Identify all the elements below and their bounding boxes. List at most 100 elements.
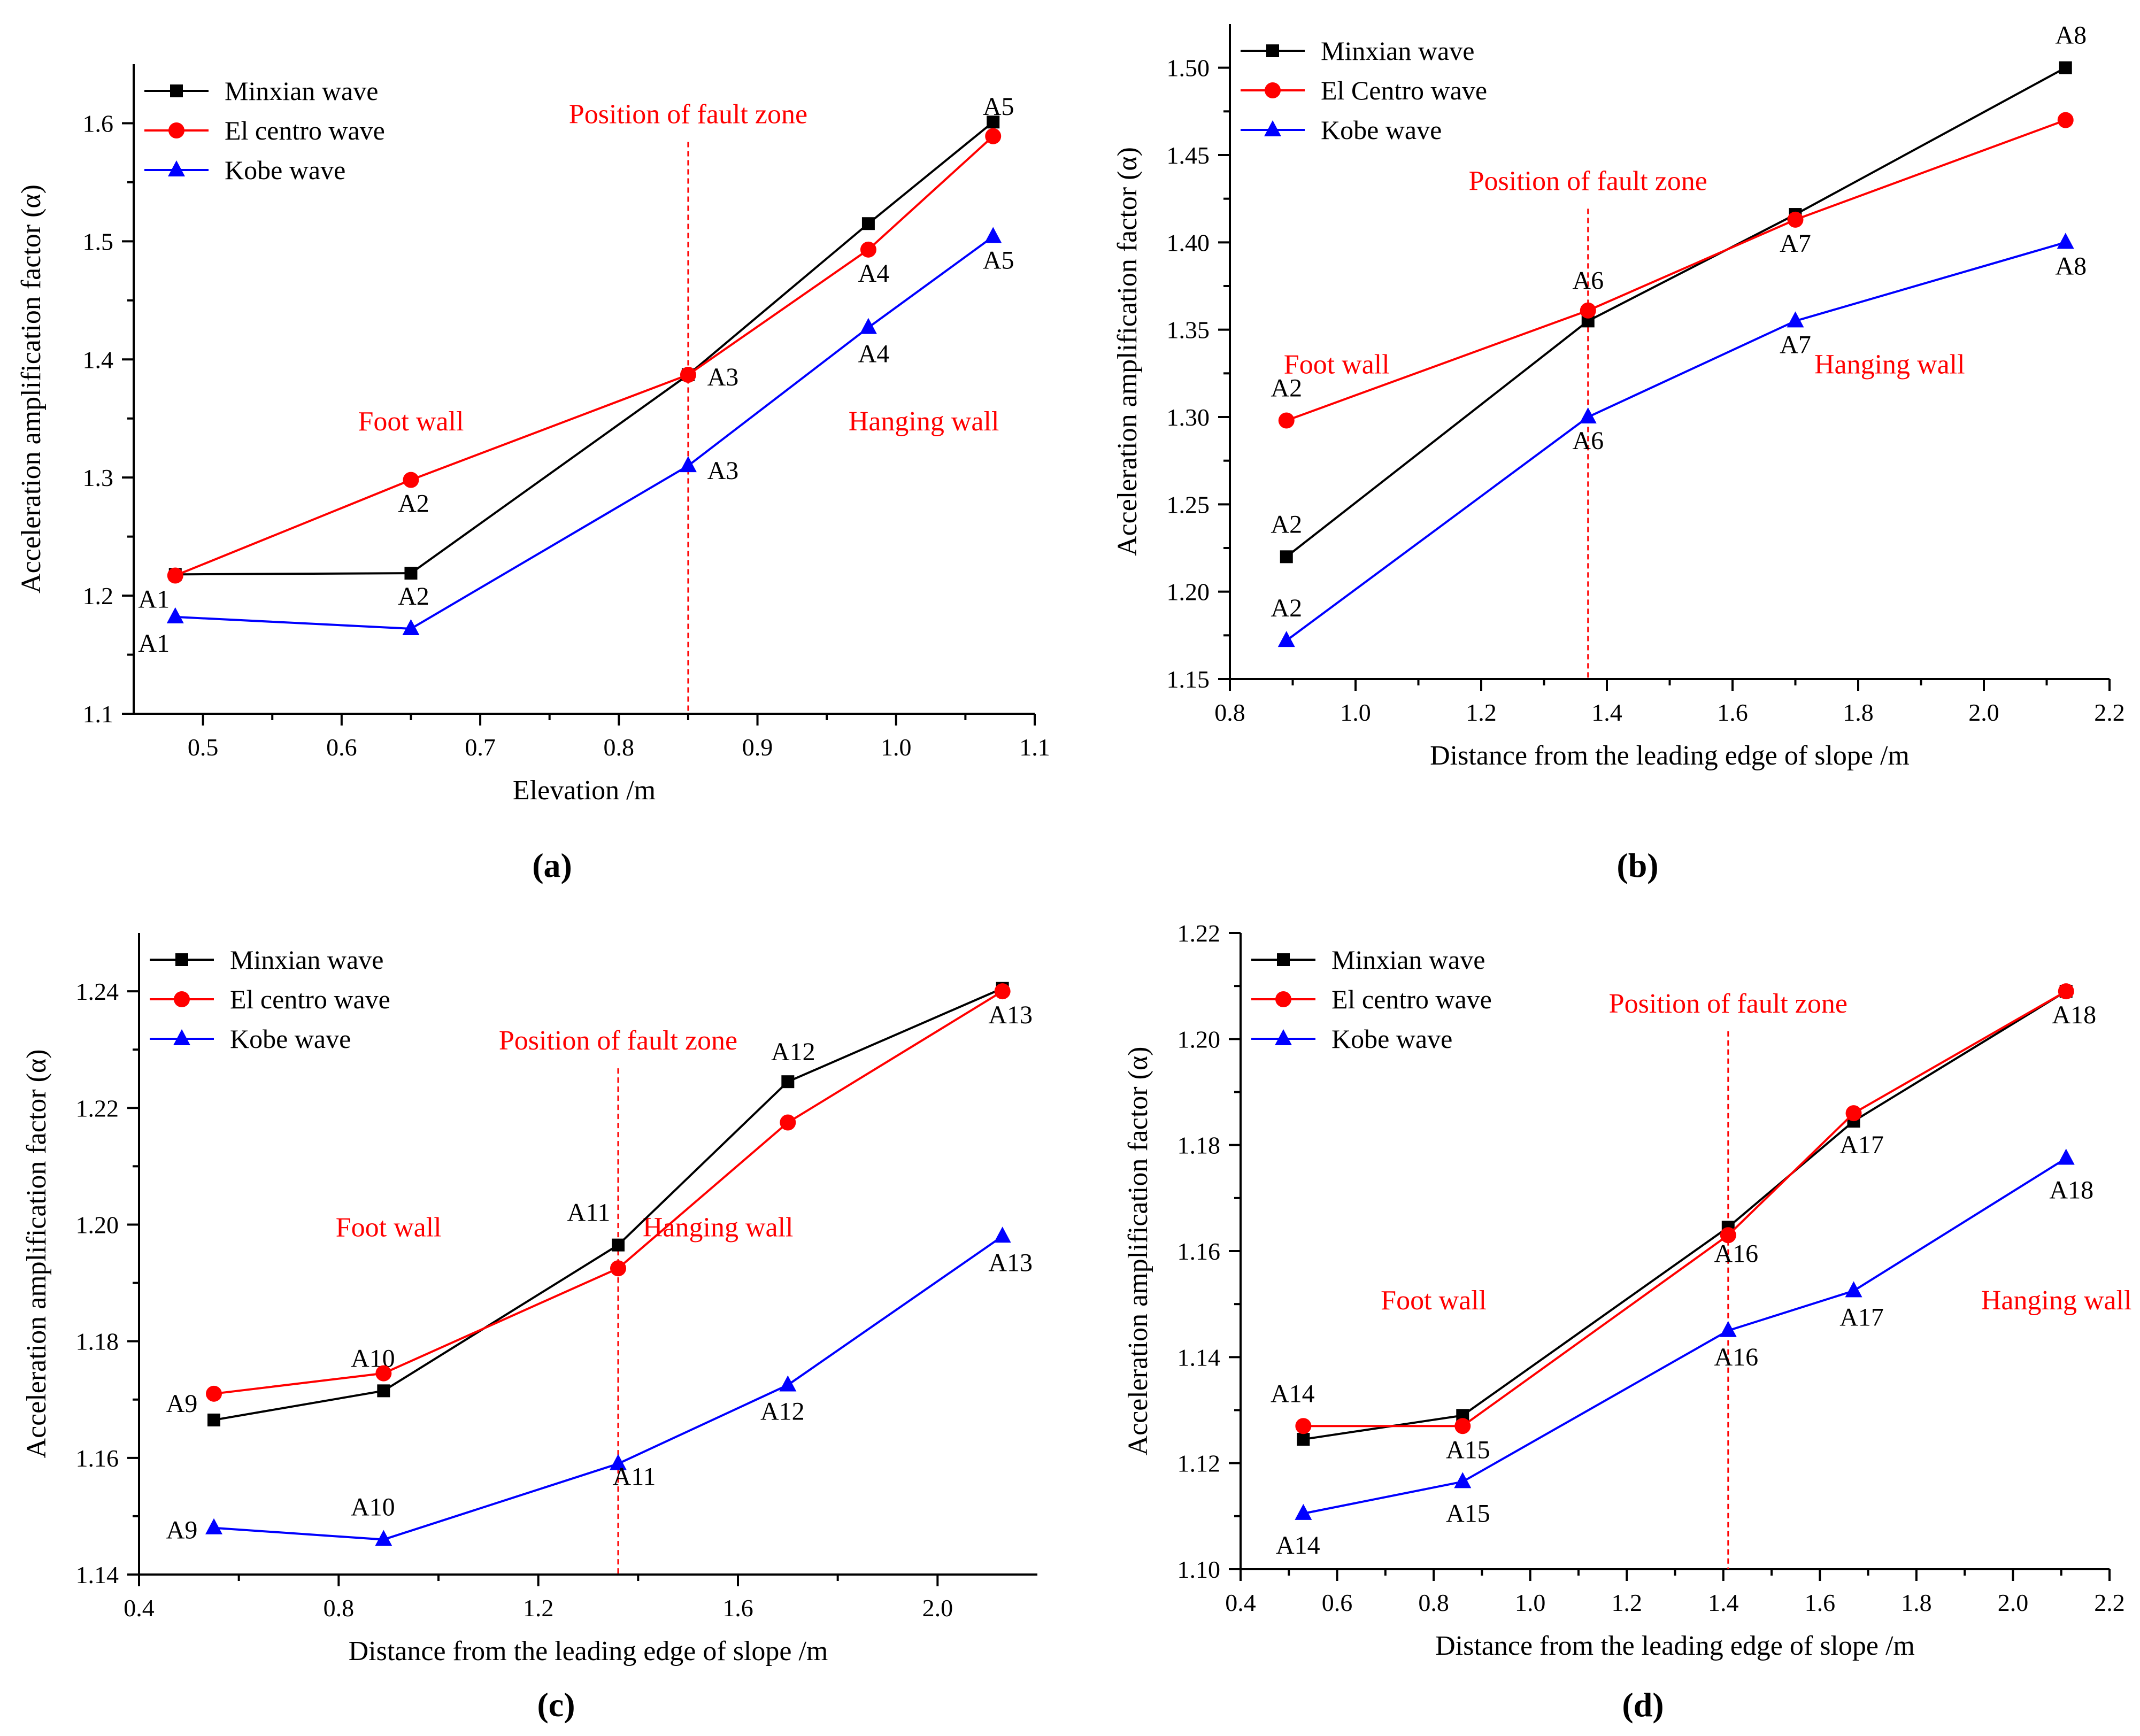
y-axis-title: Acceleration amplification factor (α) [16,184,47,593]
marker-circle-2 [1787,211,1804,228]
legend: Minxian wave El Centro wave Kobe wave [1241,36,1487,145]
panel-label: (d) [1622,1686,1664,1724]
series-kobe-wave: A1 A2 A3 A4 A5 [138,227,1014,658]
marker-circle-3 [2057,112,2074,128]
hanging-wall-label: Hanging wall [1981,1285,2132,1316]
point-label: A2 [398,490,429,518]
fault-zone-label: Position of fault zone [1469,166,1707,196]
point-label: A15 [1446,1499,1490,1527]
y-tick-label: 1.45 [1167,142,1210,169]
marker-triangle-4 [984,227,1002,243]
y-tick-label: 1.16 [1177,1238,1221,1265]
fault-zone-label: Position of fault zone [569,99,807,129]
x-tick-label: 0.8 [1214,699,1245,726]
series-minxian-wave: A2 A8 [1271,21,2087,564]
legend-label: El centro wave [225,115,385,145]
point-label: A11 [613,1463,656,1491]
marker-square-1 [404,567,418,580]
marker-circle-0 [1295,1418,1312,1434]
marker-triangle-2 [1787,311,1804,328]
y-tick-label: 1.3 [83,464,114,491]
series-line [1303,990,2067,1428]
point-label: A16 [1714,1343,1758,1371]
marker-square-2 [612,1238,625,1252]
marker-triangle-2 [679,456,697,473]
marker-circle-0 [206,1385,222,1402]
x-tick-label: 0.8 [1418,1589,1449,1616]
point-label: A7 [1780,229,1811,258]
y-tick-label: 1.18 [76,1328,119,1355]
marker-circle-1 [1275,991,1291,1007]
point-label: A4 [858,340,890,368]
hanging-wall-label: Hanging wall [643,1212,794,1243]
point-label: A3 [707,457,739,485]
point-label: A4 [858,259,890,288]
point-label: A12 [760,1397,805,1425]
marker-circle-2 [680,366,696,383]
marker-circle-1 [174,991,190,1007]
y-tick-label: 1.1 [83,700,114,728]
marker-square-0 [175,953,188,966]
marker-triangle-2 [168,160,185,176]
series-line [1285,66,2066,558]
y-tick-label: 1.12 [1177,1450,1221,1477]
legend-label: Kobe wave [230,1024,351,1054]
point-label: A11 [567,1199,611,1227]
chart-panel-3: 0.4 0.8 1.2 1.6 2.0 1.14 1.16 1.18 1.20 1.22 1.24 D… [21,933,1037,1724]
point-label: A14 [1271,1379,1315,1408]
series-line [1286,119,2066,422]
x-tick-label: 1.0 [1340,699,1371,726]
point-label: A7 [1780,330,1811,359]
point-label: A18 [2049,1176,2093,1204]
marker-triangle-3 [859,318,877,334]
series-el-centro-wave: A13 [206,983,1033,1402]
marker-circle-3 [1845,1105,1862,1122]
marker-circle-1 [375,1365,392,1382]
x-tick-label: 1.2 [1466,699,1497,726]
marker-triangle-4 [994,1226,1011,1243]
point-label: A8 [2055,21,2087,50]
foot-wall-label: Foot wall [336,1212,442,1243]
y-axis-title: Acceleration amplification factor (α) [21,1050,52,1459]
y-axis-title: Acceleration amplification factor (α) [1112,147,1143,556]
marker-triangle-1 [375,1530,392,1546]
marker-triangle-0 [166,607,184,623]
series-kobe-wave: A9 A10 A11 A12 A13 [166,1226,1033,1546]
marker-square-0 [1280,550,1293,564]
x-tick-label: 2.0 [1968,699,1999,726]
point-label: A8 [2055,252,2087,280]
marker-triangle-2 [1719,1321,1737,1337]
y-tick-label: 1.6 [83,110,114,137]
marker-triangle-1 [1454,1472,1472,1488]
marker-square-0 [1277,953,1290,966]
marker-circle-0 [1278,412,1295,429]
marker-circle-3 [860,241,876,258]
point-label: A2 [1271,594,1302,622]
x-tick-label: 0.7 [465,734,496,761]
marker-circle-3 [780,1114,796,1131]
chart-panel-2: 0.8 1.0 1.2 1.4 1.6 1.8 2.0 2.2 1.15 1.20 1.25 1.30… [1112,21,2125,884]
series-kobe-wave: A14 A15 A16 A17 A18 [1276,1148,2093,1560]
point-label: A3 [707,363,739,391]
x-tick-label: 0.8 [604,734,635,761]
x-axis-title: Distance from the leading edge of slope … [1435,1631,1915,1661]
x-tick-label: 1.6 [722,1594,753,1622]
marker-triangle-0 [1295,1503,1312,1520]
x-tick-label: 1.0 [881,734,912,761]
point-label: A5 [983,92,1014,121]
x-tick-label: 1.8 [1843,699,1874,726]
marker-circle-1 [1454,1418,1471,1434]
legend-label: Minxian wave [1331,945,1485,975]
legend: Minxian wave El centro wave Kobe wave [150,945,390,1054]
y-tick-label: 1.35 [1167,317,1210,344]
legend-label: El centro wave [1331,984,1492,1014]
marker-circle-2 [610,1260,626,1277]
panel-label: (a) [532,846,572,884]
x-tick-label: 1.4 [1591,699,1622,726]
y-tick-label: 1.5 [83,228,114,255]
fault-zone-label: Position of fault zone [1609,989,1848,1019]
marker-square-3 [2059,61,2072,74]
marker-circle-1 [403,472,419,488]
x-tick-label: 1.2 [523,1594,554,1622]
